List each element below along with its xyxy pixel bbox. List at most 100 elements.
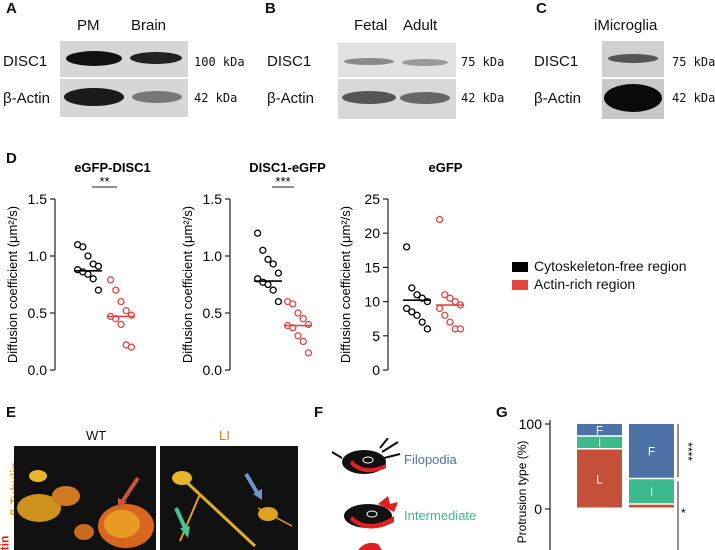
- data-point: [127, 311, 136, 319]
- protrusion-label-intermediate: Intermediate: [404, 508, 477, 523]
- significance-marker: *: [681, 506, 686, 520]
- data-point: [413, 291, 421, 299]
- data-point: [304, 320, 313, 329]
- chart-title: eGFP-DISC1: [74, 160, 151, 175]
- panel-b-label: B: [265, 0, 276, 17]
- li-label: LI: [219, 428, 230, 443]
- lane-label-imicroglia: iMicroglia: [594, 17, 658, 34]
- western-blot-disc1-a: [60, 41, 188, 77]
- lane-label-pm: PM: [77, 17, 100, 34]
- y-tick-label: 20: [364, 225, 380, 241]
- data-point: [264, 280, 272, 289]
- kda-label-a2: 42 kDa: [194, 91, 238, 105]
- data-point: [441, 291, 449, 299]
- western-blot-disc1-c: [602, 41, 664, 77]
- data-point: [441, 311, 449, 319]
- bar-segment: [629, 504, 674, 508]
- data-point: [84, 252, 92, 260]
- data-point: [89, 275, 97, 283]
- data-point: [435, 215, 444, 224]
- data-point: [294, 332, 302, 340]
- data-point: [402, 304, 411, 313]
- data-point: [274, 269, 283, 277]
- data-point: [117, 320, 125, 329]
- data-point: [402, 243, 411, 251]
- data-point: [84, 270, 92, 278]
- data-point: [446, 294, 454, 302]
- y-tick-label: 1.5: [28, 191, 48, 207]
- panel-f-label: F: [314, 404, 324, 421]
- data-point: [294, 309, 302, 317]
- data-point: [269, 260, 277, 268]
- data-point: [289, 300, 297, 308]
- y-tick-label: 0: [534, 501, 542, 517]
- data-point: [106, 276, 115, 284]
- data-point: [117, 297, 125, 306]
- panel-a-label: A: [6, 0, 17, 17]
- data-point: [94, 286, 103, 294]
- data-point: [408, 284, 416, 292]
- row-label-disc1: DISC1: [3, 53, 48, 70]
- western-blot-actin-b: [338, 79, 456, 119]
- data-point: [122, 307, 130, 315]
- y-tick-label: 1.5: [203, 191, 223, 207]
- chart-title: eGFP: [429, 160, 463, 175]
- lane-label-adult: Adult: [403, 17, 438, 34]
- data-point: [94, 262, 103, 270]
- panel-c-label: C: [536, 0, 547, 17]
- bar-segment: [577, 436, 622, 448]
- western-blot-disc1-b: [338, 43, 456, 77]
- chart-title: DISC1-eGFP: [249, 160, 326, 175]
- micrograph-li: [160, 446, 298, 550]
- data-point: [299, 315, 307, 323]
- protrusion-label-filopodia: Filopodia: [404, 452, 457, 467]
- kda-label-b1: 75 kDa: [461, 55, 505, 69]
- intermediate-cell-icon: [344, 496, 398, 529]
- bar-segment: [629, 479, 674, 504]
- y-axis-label: Diffusion coefficient (μm²/s): [338, 206, 353, 363]
- y-tick-label: 25: [364, 191, 380, 207]
- filopodia-cell-icon: [331, 438, 401, 474]
- row-label-actin-c: β-Actin: [534, 90, 581, 107]
- data-point: [253, 229, 262, 237]
- data-point: [274, 297, 283, 306]
- y-tick-label: 0.5: [203, 305, 223, 321]
- bar-segment-letter: F: [596, 423, 603, 437]
- significance-marker: ***: [275, 174, 290, 189]
- bar-segment-letter: I: [598, 436, 601, 450]
- data-point: [127, 343, 136, 351]
- y-axis-label: Protrusion type (%): [515, 441, 529, 544]
- bar-segment-letter: L: [596, 472, 603, 486]
- data-point: [423, 325, 432, 333]
- y-axis-label: Diffusion coefficient (μm²/s): [5, 206, 20, 363]
- significance-marker: ****: [681, 442, 695, 461]
- legend-label-cytoskeleton: Cytoskeleton-free region: [534, 258, 687, 274]
- y-tick-label: 1.0: [28, 248, 48, 264]
- data-point: [456, 325, 465, 333]
- panel-d-label: D: [6, 150, 17, 167]
- y-tick-label: 1.0: [203, 248, 223, 264]
- y-tick-label: 5: [372, 328, 380, 344]
- row-label-actin-b: β-Actin: [267, 90, 314, 107]
- legend-swatch-black: [512, 262, 528, 272]
- significance-marker: **: [99, 174, 109, 189]
- data-point: [418, 318, 426, 326]
- bar-segment: [629, 424, 674, 478]
- data-point: [112, 286, 120, 294]
- data-point: [264, 255, 272, 264]
- data-point: [413, 311, 421, 319]
- lane-label-brain: Brain: [131, 17, 167, 34]
- row-label-disc1-c: DISC1: [534, 53, 579, 70]
- wt-label: WT: [86, 428, 107, 443]
- side-label-actin: tin: [0, 535, 12, 550]
- data-point: [79, 243, 87, 251]
- data-point: [299, 337, 307, 346]
- data-point: [269, 286, 277, 294]
- diffusion-coefficient-charts: eGFP-DISC1 0.0 0.5 1.0 1.5 Diffusion coeffici…: [5, 160, 465, 378]
- bar-segment: [577, 449, 622, 508]
- data-point: [446, 318, 454, 326]
- legend-label-actin: Actin-rich region: [534, 276, 636, 292]
- row-label-disc1-b: DISC1: [267, 53, 312, 70]
- kda-label-a1: 100 kDa: [194, 55, 245, 69]
